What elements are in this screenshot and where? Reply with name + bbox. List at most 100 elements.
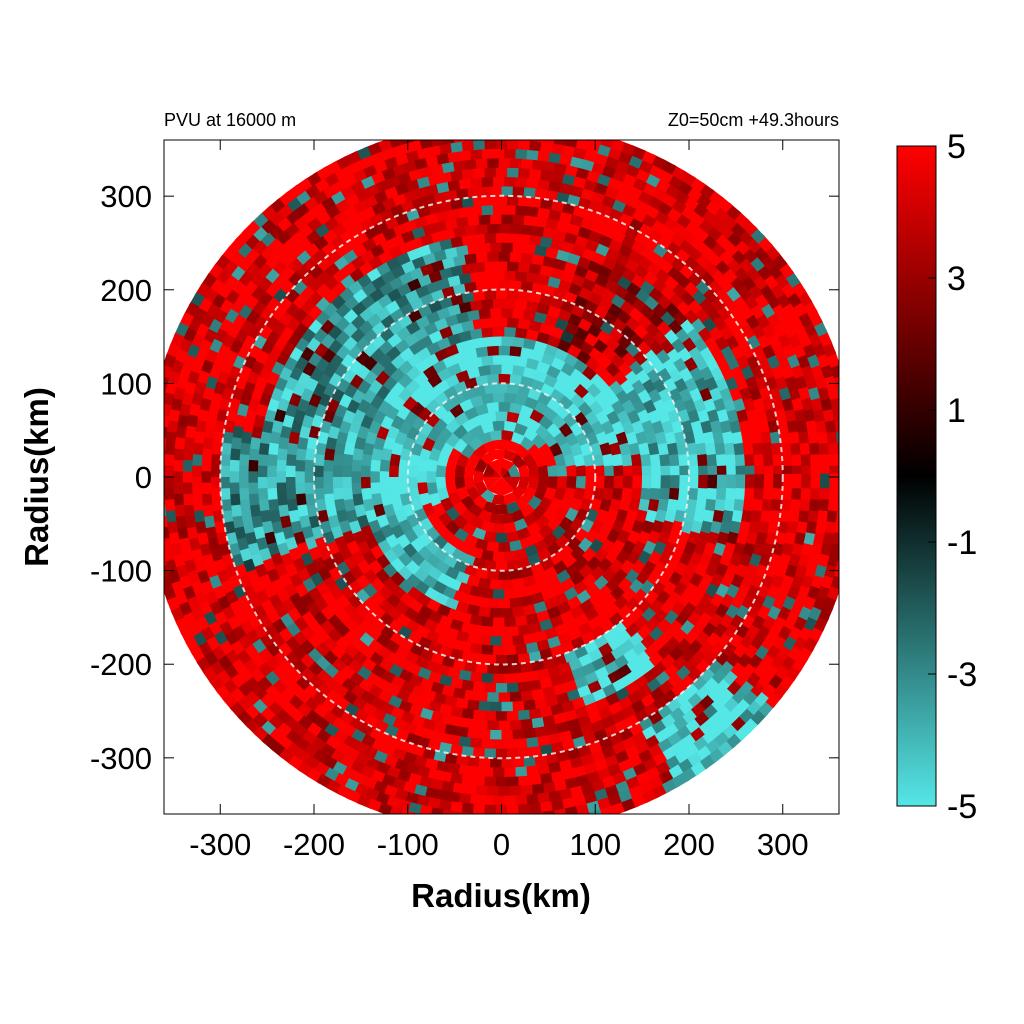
field-cell	[191, 465, 202, 481]
field-cell	[472, 495, 488, 511]
field-cell	[512, 700, 527, 712]
field-cell	[418, 421, 434, 438]
field-cell	[838, 484, 839, 500]
field-cell	[298, 425, 311, 441]
field-cell	[608, 440, 622, 456]
field-cell	[456, 821, 472, 832]
field-cell	[341, 465, 352, 479]
field-cell	[529, 225, 545, 237]
field-cell	[515, 494, 531, 510]
field-cell	[210, 454, 222, 469]
field-cell	[469, 643, 485, 655]
field-cell	[602, 486, 614, 501]
field-cell	[473, 223, 488, 235]
field-cell	[698, 474, 709, 489]
field-cell	[476, 242, 491, 254]
field-cell	[452, 687, 469, 700]
field-cell	[485, 401, 499, 413]
field-cell	[449, 618, 466, 633]
field-cell	[706, 451, 718, 467]
field-cell	[296, 437, 309, 452]
field-cell	[553, 452, 567, 467]
field-cell	[351, 482, 363, 497]
field-cell	[848, 462, 858, 477]
field-cell	[413, 431, 428, 447]
field-cell	[304, 482, 315, 497]
field-cell	[479, 326, 494, 338]
field-cell	[843, 416, 855, 432]
field-cell	[461, 679, 477, 692]
field-cell	[510, 308, 525, 320]
field-cell	[401, 809, 418, 814]
field-cell	[238, 477, 249, 492]
field-cell	[549, 496, 564, 512]
field-cell	[671, 518, 685, 534]
field-cell	[753, 485, 765, 500]
field-cell	[520, 186, 536, 198]
field-cell	[240, 431, 253, 447]
field-cell	[323, 448, 335, 463]
field-cell	[454, 464, 466, 478]
field-cell	[611, 486, 624, 501]
field-cell	[314, 442, 327, 457]
field-cell	[553, 486, 567, 501]
chart-title-right: Z0=50cm +49.3hours	[668, 110, 839, 130]
field-cell	[498, 570, 512, 581]
field-cell	[641, 463, 652, 477]
field-cell	[481, 795, 497, 806]
field-cell	[447, 637, 463, 651]
field-cell	[509, 568, 524, 581]
field-cell	[149, 532, 161, 548]
field-cell	[250, 425, 263, 442]
field-cell	[622, 475, 634, 489]
field-cell	[507, 223, 522, 235]
field-cell	[437, 426, 453, 443]
field-cell	[285, 477, 296, 491]
field-cell	[458, 764, 475, 777]
field-cell	[464, 243, 480, 255]
field-cell	[515, 643, 530, 656]
field-cell	[443, 554, 459, 570]
field-cell	[540, 283, 556, 297]
field-cell	[615, 430, 629, 446]
field-cell	[477, 431, 492, 445]
field-cell	[810, 484, 821, 500]
field-cell	[509, 597, 524, 609]
field-cell	[754, 474, 765, 489]
reference-circle	[406, 382, 597, 572]
field-cell	[492, 589, 506, 600]
field-cell	[495, 626, 510, 637]
field-cell	[504, 738, 519, 750]
field-cell	[705, 496, 717, 512]
field-cell	[531, 659, 547, 672]
field-cell	[536, 638, 552, 652]
field-cell	[504, 260, 519, 272]
field-cell	[481, 232, 497, 244]
field-cell	[674, 507, 687, 523]
field-cell	[379, 471, 390, 485]
field-cell	[421, 437, 436, 453]
field-cell	[507, 748, 522, 759]
field-cell	[467, 727, 483, 740]
field-cell	[475, 719, 491, 731]
field-cell	[494, 411, 508, 422]
field-cell	[479, 450, 495, 465]
field-cell	[382, 436, 396, 452]
field-cell	[164, 454, 175, 470]
field-cell	[716, 463, 727, 477]
field-cell	[512, 634, 527, 646]
field-cell	[399, 492, 412, 508]
field-cell	[466, 575, 482, 588]
field-cell	[842, 529, 854, 545]
field-cell	[632, 475, 643, 489]
field-cell	[539, 382, 555, 397]
field-cell	[462, 281, 477, 294]
field-cell	[470, 261, 486, 273]
field-cell	[745, 474, 756, 489]
field-cell	[645, 508, 658, 524]
field-cell	[504, 616, 518, 628]
field-cell	[490, 298, 505, 309]
field-cell	[335, 509, 349, 525]
field-cell	[149, 409, 161, 425]
field-cell	[201, 448, 213, 464]
